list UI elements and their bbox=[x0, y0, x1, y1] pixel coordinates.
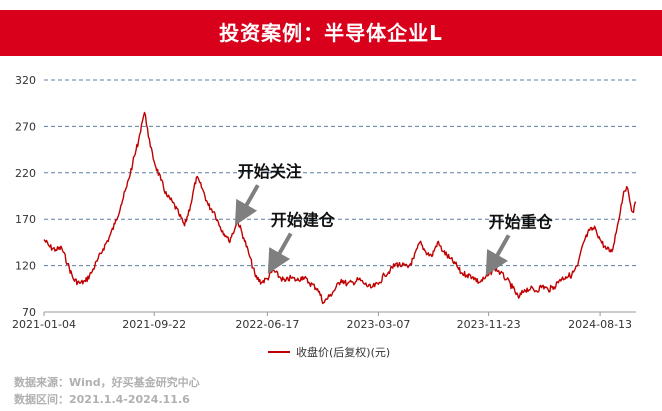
x-tick-label: 2023-11-23 bbox=[457, 318, 521, 331]
annotation-arrow-2 bbox=[267, 232, 293, 274]
x-tick-label: 2022-06-17 bbox=[235, 318, 299, 331]
x-axis-ticks: 2021-01-04 2021-09-22 2022-06-17 2023-03-07… bbox=[12, 312, 632, 331]
annotation-arrow-1 bbox=[234, 184, 260, 226]
series-line-close-price bbox=[43, 111, 637, 305]
title-banner-bar bbox=[0, 10, 662, 56]
x-tick-label: 2023-03-07 bbox=[346, 318, 410, 331]
y-tick-label: 70 bbox=[22, 306, 36, 319]
y-tick-label: 320 bbox=[15, 74, 36, 87]
y-tick-label: 120 bbox=[15, 260, 36, 273]
legend-label: 收盘价(后复权)(元) bbox=[296, 346, 391, 359]
annotation-arrow-3 bbox=[485, 234, 511, 276]
x-tick-label: 2021-09-22 bbox=[122, 318, 186, 331]
y-axis-ticks: 70 120 170 220 270 320 bbox=[15, 74, 36, 319]
annotation-label-1: 开始关注 bbox=[238, 162, 302, 181]
footer-period: 数据区间：2021.1.4-2024.11.6 bbox=[14, 393, 190, 406]
y-tick-label: 270 bbox=[15, 120, 36, 133]
y-tick-label: 170 bbox=[15, 213, 36, 226]
grid-lines bbox=[44, 79, 636, 267]
x-tick-label: 2021-01-04 bbox=[12, 318, 76, 331]
x-tick-label: 2024-08-13 bbox=[568, 318, 632, 331]
annotation-label-3: 开始重仓 bbox=[489, 212, 554, 231]
series-layer bbox=[43, 111, 637, 305]
y-tick-label: 220 bbox=[15, 167, 36, 180]
annotation-label-2: 开始建仓 bbox=[271, 210, 336, 229]
footer-source: 数据来源：Wind，好买基金研究中心 bbox=[14, 376, 200, 389]
chart-title: 投资案例：半导体企业L bbox=[219, 21, 443, 45]
legend-line-swatch bbox=[268, 351, 290, 353]
title-banner: 投资案例：半导体企业L bbox=[0, 0, 662, 70]
legend: 收盘价(后复权)(元) bbox=[268, 344, 390, 360]
